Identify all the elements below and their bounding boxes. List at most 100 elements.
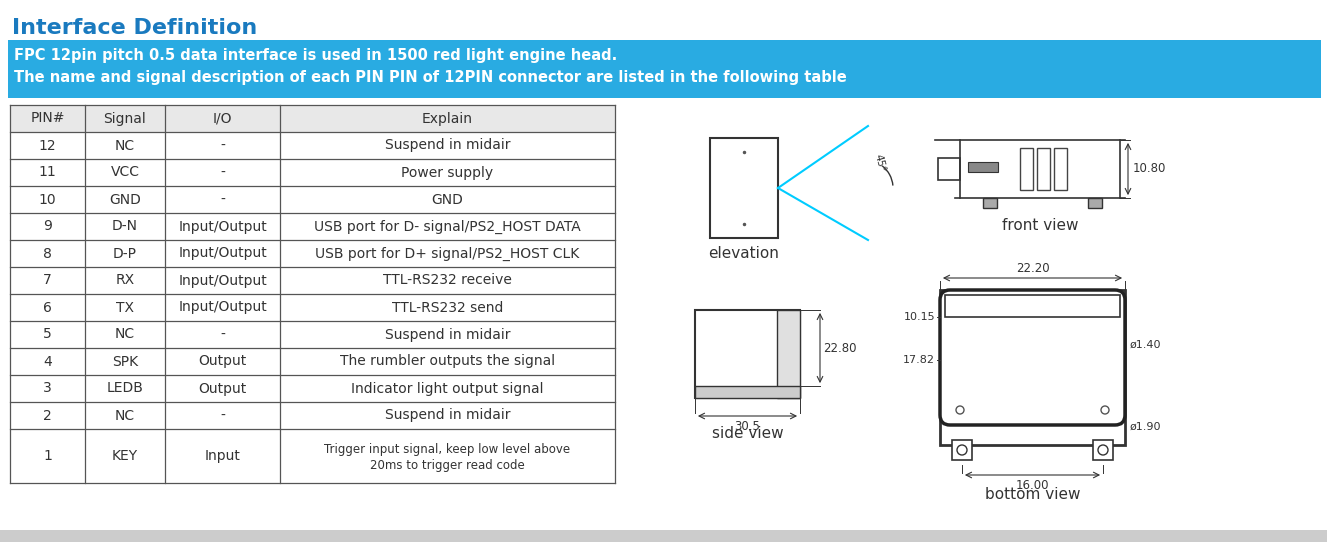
Text: SPK: SPK xyxy=(111,354,138,369)
Text: 12: 12 xyxy=(38,139,56,152)
Text: 2: 2 xyxy=(42,409,52,423)
Text: ø1.40: ø1.40 xyxy=(1131,340,1161,350)
Text: 3: 3 xyxy=(42,382,52,396)
Bar xyxy=(695,310,800,398)
Bar xyxy=(11,240,614,267)
Bar xyxy=(951,440,971,460)
Text: Output: Output xyxy=(198,382,247,396)
Bar xyxy=(1020,148,1032,190)
Text: bottom view: bottom view xyxy=(985,487,1080,502)
Text: The rumbler outputs the signal: The rumbler outputs the signal xyxy=(340,354,555,369)
Bar xyxy=(8,40,1320,98)
Bar xyxy=(11,213,614,240)
Bar xyxy=(11,267,614,294)
Circle shape xyxy=(1097,445,1108,455)
Text: RX: RX xyxy=(115,274,134,287)
Bar xyxy=(1093,440,1113,460)
Bar xyxy=(11,132,614,159)
Text: TTL-RS232 receive: TTL-RS232 receive xyxy=(384,274,512,287)
Text: GND: GND xyxy=(431,192,463,207)
Text: 45°: 45° xyxy=(873,152,888,173)
Bar xyxy=(11,402,614,429)
Text: ø1.90: ø1.90 xyxy=(1131,422,1161,432)
Circle shape xyxy=(957,445,967,455)
Text: D-P: D-P xyxy=(113,247,137,261)
Bar xyxy=(940,290,1125,445)
Bar xyxy=(1088,198,1101,208)
Text: 5: 5 xyxy=(42,327,52,341)
Text: 1: 1 xyxy=(42,449,52,463)
Text: Trigger input signal, keep low level above: Trigger input signal, keep low level abo… xyxy=(324,442,571,455)
Bar xyxy=(1036,148,1050,190)
Bar xyxy=(11,375,614,402)
Text: -: - xyxy=(220,165,226,179)
Text: D-N: D-N xyxy=(111,220,138,234)
Text: Explain: Explain xyxy=(422,112,472,126)
Text: Suspend in midair: Suspend in midair xyxy=(385,409,511,423)
Text: Input/Output: Input/Output xyxy=(178,274,267,287)
Bar xyxy=(938,158,959,180)
Text: Power supply: Power supply xyxy=(402,165,494,179)
Text: 8: 8 xyxy=(42,247,52,261)
Text: Suspend in midair: Suspend in midair xyxy=(385,327,511,341)
Text: NC: NC xyxy=(115,139,135,152)
Text: NC: NC xyxy=(115,409,135,423)
Text: 22.20: 22.20 xyxy=(1015,262,1050,275)
Text: 16.00: 16.00 xyxy=(1015,479,1050,492)
Text: -: - xyxy=(220,327,226,341)
Text: 6: 6 xyxy=(42,300,52,314)
Text: FPC 12pin pitch 0.5 data interface is used in 1500 red light engine head.: FPC 12pin pitch 0.5 data interface is us… xyxy=(15,48,617,63)
Text: front view: front view xyxy=(1002,218,1079,233)
Text: side view: side view xyxy=(711,426,783,441)
Text: 4: 4 xyxy=(42,354,52,369)
Text: 17.82: 17.82 xyxy=(902,355,936,365)
Text: elevation: elevation xyxy=(709,246,779,261)
Bar xyxy=(983,198,997,208)
Text: PIN#: PIN# xyxy=(31,112,65,126)
Text: -: - xyxy=(220,192,226,207)
Text: USB port for D+ signal/PS2_HOST CLK: USB port for D+ signal/PS2_HOST CLK xyxy=(316,247,580,261)
Text: NC: NC xyxy=(115,327,135,341)
Text: 11: 11 xyxy=(38,165,56,179)
Bar xyxy=(11,105,614,132)
Bar xyxy=(695,386,800,398)
Bar xyxy=(776,310,800,398)
Bar xyxy=(11,159,614,186)
Text: TX: TX xyxy=(115,300,134,314)
Text: I/O: I/O xyxy=(212,112,232,126)
Bar xyxy=(967,162,998,172)
Text: TTL-RS232 send: TTL-RS232 send xyxy=(391,300,503,314)
Text: 10.15: 10.15 xyxy=(904,312,936,322)
Text: 22.80: 22.80 xyxy=(823,341,856,354)
Text: 10.80: 10.80 xyxy=(1133,163,1166,176)
Bar xyxy=(710,138,778,238)
Bar xyxy=(11,429,614,483)
Text: Input: Input xyxy=(204,449,240,463)
Text: -: - xyxy=(220,409,226,423)
Bar xyxy=(11,294,614,321)
Text: 30.5: 30.5 xyxy=(735,420,760,433)
Text: Interface Definition: Interface Definition xyxy=(12,18,257,38)
Text: 20ms to trigger read code: 20ms to trigger read code xyxy=(370,459,525,472)
Bar xyxy=(945,295,1120,317)
Text: 10: 10 xyxy=(38,192,56,207)
Text: Output: Output xyxy=(198,354,247,369)
Text: 9: 9 xyxy=(42,220,52,234)
Text: Signal: Signal xyxy=(104,112,146,126)
Bar xyxy=(11,186,614,213)
Bar xyxy=(0,530,1327,542)
Circle shape xyxy=(1101,406,1109,414)
FancyBboxPatch shape xyxy=(940,290,1125,425)
Bar xyxy=(11,348,614,375)
Circle shape xyxy=(955,406,963,414)
Text: Input/Output: Input/Output xyxy=(178,247,267,261)
Text: Input/Output: Input/Output xyxy=(178,300,267,314)
Text: -: - xyxy=(220,139,226,152)
Text: Input/Output: Input/Output xyxy=(178,220,267,234)
Bar xyxy=(11,321,614,348)
Text: Suspend in midair: Suspend in midair xyxy=(385,139,511,152)
Text: LEDB: LEDB xyxy=(106,382,143,396)
Text: GND: GND xyxy=(109,192,141,207)
Text: 7: 7 xyxy=(42,274,52,287)
Text: USB port for D- signal/PS2_HOST DATA: USB port for D- signal/PS2_HOST DATA xyxy=(314,220,581,234)
